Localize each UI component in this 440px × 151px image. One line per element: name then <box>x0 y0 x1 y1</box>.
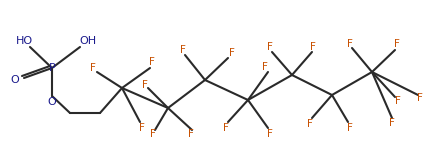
Text: F: F <box>139 123 145 133</box>
Text: F: F <box>307 119 313 129</box>
Text: F: F <box>262 62 268 72</box>
Text: F: F <box>150 129 156 139</box>
Text: HO: HO <box>15 36 33 46</box>
Text: P: P <box>49 63 55 73</box>
Text: F: F <box>229 48 235 58</box>
Text: F: F <box>347 123 353 133</box>
Text: F: F <box>142 80 148 90</box>
Text: O: O <box>48 97 56 107</box>
Text: F: F <box>267 42 273 52</box>
Text: F: F <box>417 93 423 103</box>
Text: F: F <box>180 45 186 55</box>
Text: F: F <box>310 42 316 52</box>
Text: F: F <box>267 129 273 139</box>
Text: F: F <box>149 57 155 67</box>
Text: F: F <box>188 129 194 139</box>
Text: O: O <box>11 75 19 85</box>
Text: F: F <box>395 96 401 106</box>
Text: F: F <box>90 63 96 73</box>
Text: F: F <box>389 118 395 128</box>
Text: F: F <box>347 39 353 49</box>
Text: OH: OH <box>80 36 96 46</box>
Text: F: F <box>394 39 400 49</box>
Text: F: F <box>223 123 229 133</box>
